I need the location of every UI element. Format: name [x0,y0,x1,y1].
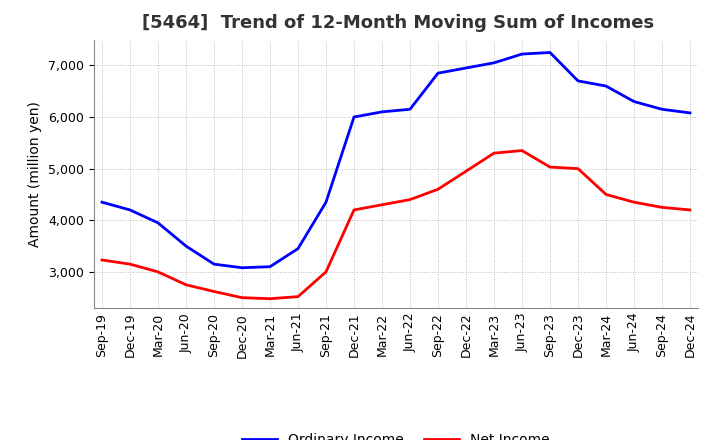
Net Income [238,295,246,301]
Net Income [181,282,190,287]
Ordinary Income [322,200,330,205]
Net Income [405,197,414,202]
Ordinary Income [126,207,135,213]
Line: Net Income: Net Income [102,150,690,299]
Ordinary Income [630,99,639,104]
Net Income [126,261,135,267]
Net Income [378,202,387,207]
Ordinary Income [350,114,359,120]
Ordinary Income [602,84,611,89]
Net Income [294,294,302,299]
Net Income [322,269,330,275]
Ordinary Income [490,60,498,66]
Text: [5464]  Trend of 12-Month Moving Sum of Incomes: [5464] Trend of 12-Month Moving Sum of I… [142,15,654,33]
Ordinary Income [378,109,387,114]
Legend: Ordinary Income, Net Income: Ordinary Income, Net Income [236,428,556,440]
Net Income [462,169,470,174]
Ordinary Income [181,243,190,249]
Net Income [685,207,694,213]
Net Income [433,187,442,192]
Net Income [657,205,666,210]
Ordinary Income [266,264,274,269]
Net Income [602,192,611,197]
Net Income [546,165,554,170]
Ordinary Income [210,261,218,267]
Ordinary Income [153,220,162,225]
Ordinary Income [462,66,470,71]
Ordinary Income [238,265,246,270]
Y-axis label: Amount (million yen): Amount (million yen) [28,101,42,247]
Line: Ordinary Income: Ordinary Income [102,52,690,268]
Ordinary Income [574,78,582,84]
Net Income [98,257,107,263]
Ordinary Income [685,110,694,116]
Ordinary Income [518,51,526,57]
Net Income [153,269,162,275]
Net Income [574,166,582,171]
Ordinary Income [98,200,107,205]
Net Income [630,200,639,205]
Net Income [518,148,526,153]
Net Income [350,207,359,213]
Ordinary Income [657,106,666,112]
Ordinary Income [546,50,554,55]
Net Income [210,289,218,294]
Ordinary Income [433,70,442,76]
Ordinary Income [294,246,302,251]
Ordinary Income [405,106,414,112]
Net Income [490,150,498,156]
Net Income [266,296,274,301]
